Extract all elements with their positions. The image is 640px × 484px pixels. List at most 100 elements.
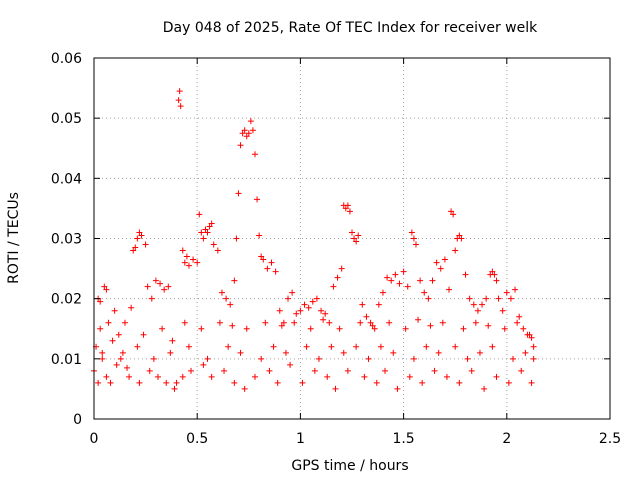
data-point: [464, 355, 471, 362]
data-point: [311, 367, 318, 374]
data-point: [489, 343, 496, 350]
data-point: [194, 259, 201, 266]
data-point: [402, 325, 409, 332]
data-point: [157, 280, 164, 287]
y-tick-label: 0.04: [51, 171, 82, 187]
data-point: [146, 367, 153, 374]
data-point: [386, 319, 393, 326]
data-point: [260, 256, 267, 263]
y-axis-label: ROTI / TECUs: [6, 192, 22, 284]
data-point: [443, 373, 450, 380]
data-point: [176, 88, 183, 95]
data-point: [299, 379, 306, 386]
data-point: [512, 286, 519, 293]
data-point: [175, 97, 182, 104]
data-point: [256, 232, 263, 239]
data-point: [371, 325, 378, 332]
data-point: [241, 385, 248, 392]
data-point: [355, 232, 362, 239]
data-point: [204, 355, 211, 362]
data-point: [218, 289, 225, 296]
data-point: [359, 301, 366, 308]
data-point: [150, 355, 157, 362]
data-point: [384, 274, 391, 281]
data-point: [326, 319, 333, 326]
data-point: [367, 319, 374, 326]
data-point: [501, 325, 508, 332]
data-point: [115, 331, 122, 338]
data-point: [458, 235, 465, 242]
data-point: [450, 211, 457, 218]
data-point: [148, 295, 155, 302]
data-point: [466, 295, 473, 302]
data-point: [520, 325, 527, 332]
x-tick-label: 1.5: [392, 431, 414, 447]
data-point: [245, 130, 252, 137]
data-point: [237, 142, 244, 149]
data-point: [144, 283, 151, 290]
data-point: [530, 343, 537, 350]
data-point: [204, 229, 211, 236]
data-point: [223, 295, 230, 302]
data-point: [227, 301, 234, 308]
data-point: [472, 319, 479, 326]
data-point: [134, 235, 141, 242]
data-point: [514, 319, 521, 326]
data-point: [476, 349, 483, 356]
y-tick-label: 0.05: [51, 111, 82, 127]
data-point: [181, 319, 188, 326]
data-point: [509, 355, 516, 362]
data-point: [113, 361, 120, 368]
data-point: [330, 283, 337, 290]
data-point: [208, 220, 215, 227]
data-point: [101, 283, 108, 290]
data-point: [97, 298, 104, 305]
data-point: [505, 379, 512, 386]
data-point: [99, 355, 106, 362]
x-tick-label: 2.5: [599, 431, 621, 447]
data-point: [140, 331, 147, 338]
data-point: [258, 355, 265, 362]
data-point: [365, 355, 372, 362]
data-point: [276, 307, 283, 314]
data-point: [185, 343, 192, 350]
data-point: [481, 385, 488, 392]
data-point: [243, 325, 250, 332]
data-point: [344, 202, 351, 209]
data-point: [126, 373, 133, 380]
data-point: [351, 235, 358, 242]
x-tick-label: 1: [296, 431, 305, 447]
data-point: [130, 247, 137, 254]
data-point: [516, 313, 523, 320]
data-point: [171, 385, 178, 392]
y-tick-label: 0.01: [51, 352, 82, 368]
data-point: [179, 373, 186, 380]
data-point: [309, 298, 316, 305]
data-point: [198, 325, 205, 332]
data-point: [528, 379, 535, 386]
data-point: [483, 295, 490, 302]
data-point: [198, 229, 205, 236]
data-point: [124, 364, 131, 371]
data-point: [313, 295, 320, 302]
data-point: [109, 337, 116, 344]
data-point: [272, 268, 279, 275]
data-point: [305, 304, 312, 311]
data-point: [111, 307, 118, 314]
data-point: [507, 295, 514, 302]
data-point: [406, 373, 413, 380]
data-point: [522, 349, 529, 356]
data-point: [291, 319, 298, 326]
data-point: [173, 379, 180, 386]
data-point: [340, 349, 347, 356]
data-point: [344, 367, 351, 374]
data-point: [132, 244, 139, 251]
data-point: [119, 349, 126, 356]
data-point: [117, 355, 124, 362]
data-point: [287, 361, 294, 368]
data-point: [233, 235, 240, 242]
data-point: [258, 253, 265, 260]
data-point: [342, 205, 349, 212]
data-point: [254, 196, 261, 203]
data-point: [163, 379, 170, 386]
